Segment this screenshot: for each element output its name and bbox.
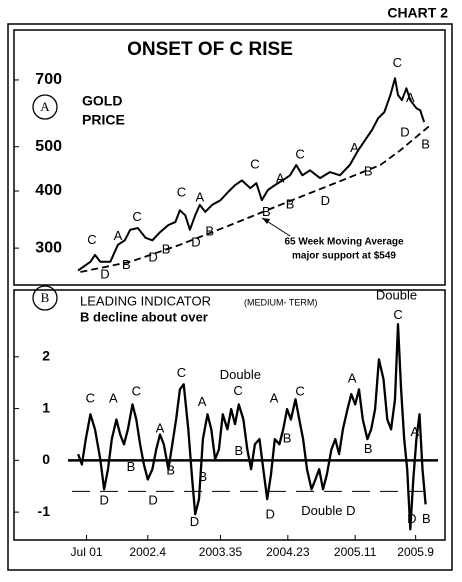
annotation: C bbox=[393, 55, 402, 70]
series-label: GOLD bbox=[82, 93, 122, 109]
annotation: A bbox=[114, 228, 123, 243]
annotation: B bbox=[422, 511, 431, 526]
annotation: A bbox=[198, 394, 207, 409]
annotation: C bbox=[86, 391, 95, 406]
annotation: D bbox=[191, 234, 200, 249]
note: major support at $549 bbox=[292, 251, 396, 262]
y-tick-label: 1 bbox=[42, 399, 50, 415]
panel-tag: B bbox=[41, 290, 50, 305]
annotation: A bbox=[156, 421, 165, 436]
annotation: Double bbox=[220, 367, 261, 382]
arrow-head bbox=[262, 218, 270, 224]
annotation: C bbox=[177, 365, 186, 380]
y-tick-label: 400 bbox=[35, 182, 62, 199]
panel-caption: B decline about over bbox=[80, 309, 208, 324]
moving-average-line bbox=[80, 124, 431, 273]
annotation: D bbox=[407, 511, 416, 526]
annotation: A bbox=[276, 170, 285, 185]
panel-title: LEADING INDICATOR bbox=[80, 293, 211, 308]
panel-tag: A bbox=[40, 99, 50, 114]
annotation: B bbox=[205, 224, 214, 239]
y-tick-label: 500 bbox=[35, 138, 62, 155]
note: 65 Week Moving Average bbox=[284, 237, 404, 248]
annotation: D bbox=[148, 493, 157, 508]
panel-tag-circle bbox=[32, 285, 58, 311]
y-tick-label: 2 bbox=[42, 348, 50, 364]
annotation: A bbox=[195, 190, 204, 205]
annotation: A bbox=[406, 90, 415, 105]
x-tick-label: 2005.11 bbox=[334, 545, 377, 559]
annotation: B bbox=[283, 431, 292, 446]
outer-frame bbox=[7, 23, 453, 571]
annotation: B bbox=[364, 441, 373, 456]
annotation: C bbox=[295, 147, 304, 162]
annotation: B bbox=[235, 443, 244, 458]
panel-subtitle: (MEDIUM- TERM) bbox=[244, 297, 317, 307]
annotation: B bbox=[286, 196, 295, 211]
annotation: C bbox=[87, 232, 96, 247]
annotation: C bbox=[177, 184, 186, 199]
annotation: B bbox=[199, 469, 208, 484]
chart-number: CHART 2 bbox=[387, 5, 448, 21]
panel-frame bbox=[13, 29, 446, 286]
annotation: Double D bbox=[301, 503, 355, 518]
annotation: C bbox=[250, 156, 259, 171]
panel-tag-circle bbox=[32, 94, 58, 120]
series-line bbox=[77, 323, 427, 531]
annotation: D bbox=[190, 514, 199, 529]
y-tick-label: 300 bbox=[35, 239, 62, 256]
annotation: D bbox=[100, 266, 109, 281]
annotation: B bbox=[127, 459, 136, 474]
y-tick-label: 700 bbox=[35, 71, 62, 88]
x-tick-label: Jul 01 bbox=[71, 545, 103, 559]
annotation: C bbox=[132, 209, 141, 224]
series-label: PRICE bbox=[82, 112, 125, 128]
annotation: C bbox=[393, 307, 402, 322]
annotation: D bbox=[400, 124, 409, 139]
x-tick-label: 2005.9 bbox=[397, 545, 434, 559]
annotation: B bbox=[262, 204, 271, 219]
annotation: B bbox=[122, 257, 131, 272]
annotation: D bbox=[99, 493, 108, 508]
annotation: A bbox=[348, 371, 357, 386]
annotation: A bbox=[350, 140, 359, 155]
annotation: D bbox=[266, 507, 275, 522]
annotation: B bbox=[162, 242, 171, 257]
y-tick-label: -1 bbox=[38, 503, 51, 519]
annotation: C bbox=[295, 383, 304, 398]
annotation: C bbox=[233, 383, 242, 398]
annotation: D bbox=[148, 250, 157, 265]
annotation: D bbox=[321, 193, 330, 208]
x-tick-label: 2002.4 bbox=[129, 545, 166, 559]
panel-frame bbox=[13, 289, 446, 541]
annotation: A bbox=[109, 391, 118, 406]
annotation: Double bbox=[376, 288, 417, 303]
annotation: B bbox=[166, 463, 175, 478]
annotation: A bbox=[270, 391, 279, 406]
y-tick-label: 0 bbox=[42, 451, 50, 467]
annotation: C bbox=[132, 383, 141, 398]
chart-title: ONSET OF C RISE bbox=[127, 39, 293, 60]
series-line bbox=[77, 77, 426, 272]
x-tick-label: 2003.35 bbox=[199, 545, 243, 559]
annotation: B bbox=[421, 137, 430, 152]
x-tick-label: 2004.23 bbox=[266, 545, 310, 559]
annotation: A bbox=[411, 424, 420, 439]
annotation: B bbox=[364, 164, 373, 179]
